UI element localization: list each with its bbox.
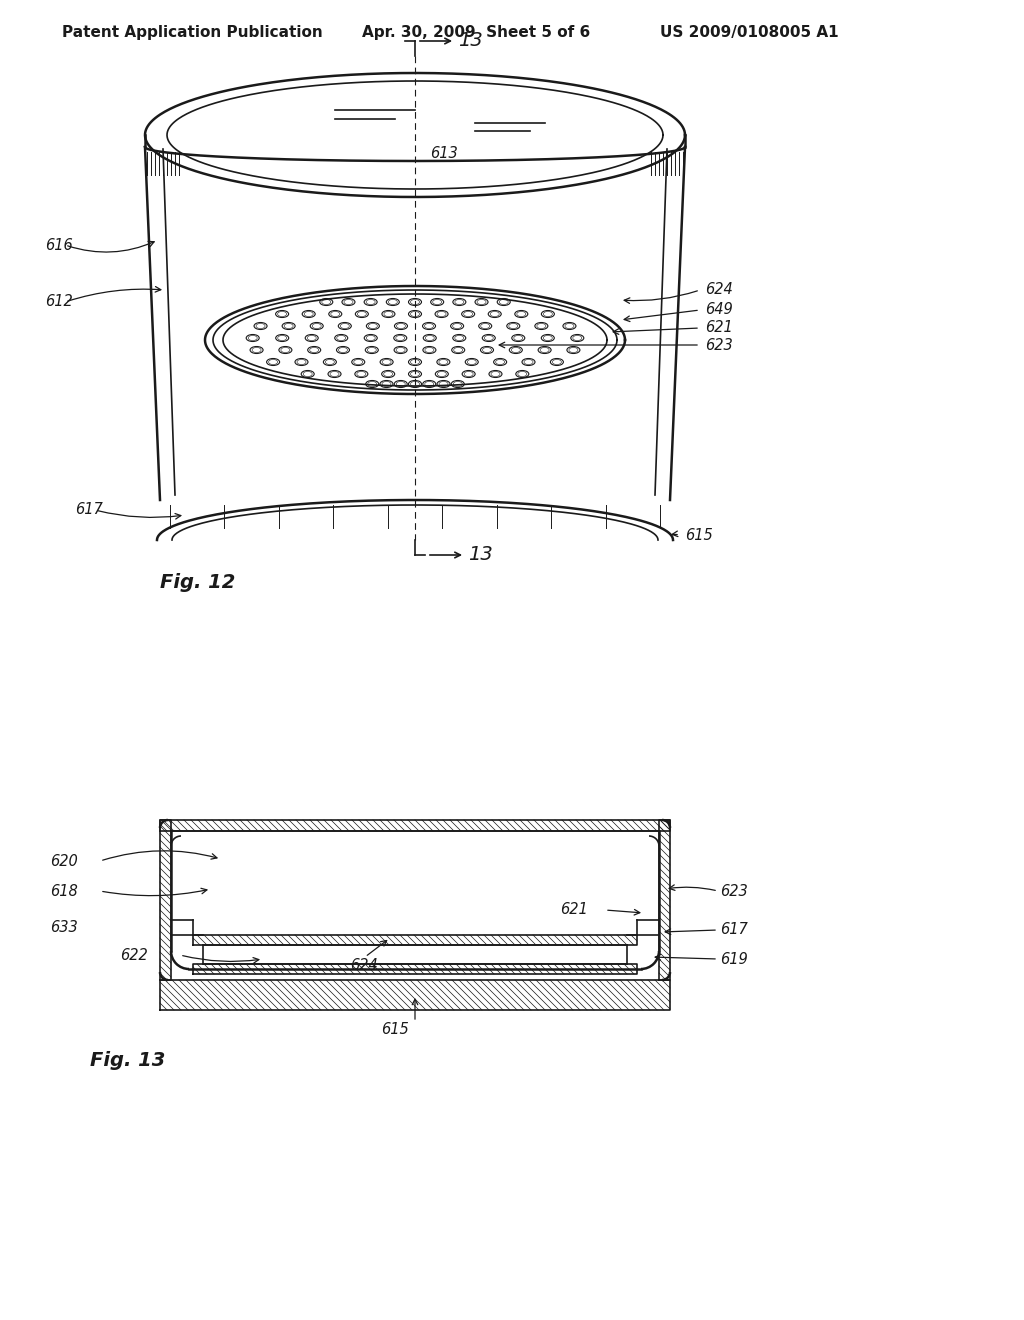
Text: 633: 633 — [50, 920, 78, 936]
Text: 613: 613 — [430, 145, 458, 161]
Text: US 2009/0108005 A1: US 2009/0108005 A1 — [660, 25, 839, 41]
Text: 618: 618 — [50, 883, 78, 899]
Text: 621: 621 — [560, 903, 588, 917]
Text: 623: 623 — [720, 883, 748, 899]
Text: 649: 649 — [705, 302, 733, 318]
Text: 617: 617 — [720, 923, 748, 937]
Text: 612: 612 — [45, 294, 73, 309]
Text: 624: 624 — [705, 282, 733, 297]
Text: 13: 13 — [458, 32, 482, 50]
Text: 623: 623 — [705, 338, 733, 352]
Text: 624: 624 — [350, 957, 378, 973]
Text: Apr. 30, 2009  Sheet 5 of 6: Apr. 30, 2009 Sheet 5 of 6 — [362, 25, 590, 41]
Text: Fig. 13: Fig. 13 — [90, 1051, 165, 1069]
Text: 615: 615 — [381, 1023, 409, 1038]
Text: 620: 620 — [50, 854, 78, 869]
Text: 622: 622 — [120, 948, 147, 962]
Text: 13: 13 — [468, 545, 493, 565]
Text: 621: 621 — [705, 321, 733, 335]
Text: Fig. 12: Fig. 12 — [160, 573, 236, 591]
Text: 615: 615 — [685, 528, 713, 543]
Text: 617: 617 — [75, 503, 102, 517]
Text: 619: 619 — [720, 952, 748, 966]
Text: 616: 616 — [45, 238, 73, 252]
Text: Patent Application Publication: Patent Application Publication — [62, 25, 323, 41]
